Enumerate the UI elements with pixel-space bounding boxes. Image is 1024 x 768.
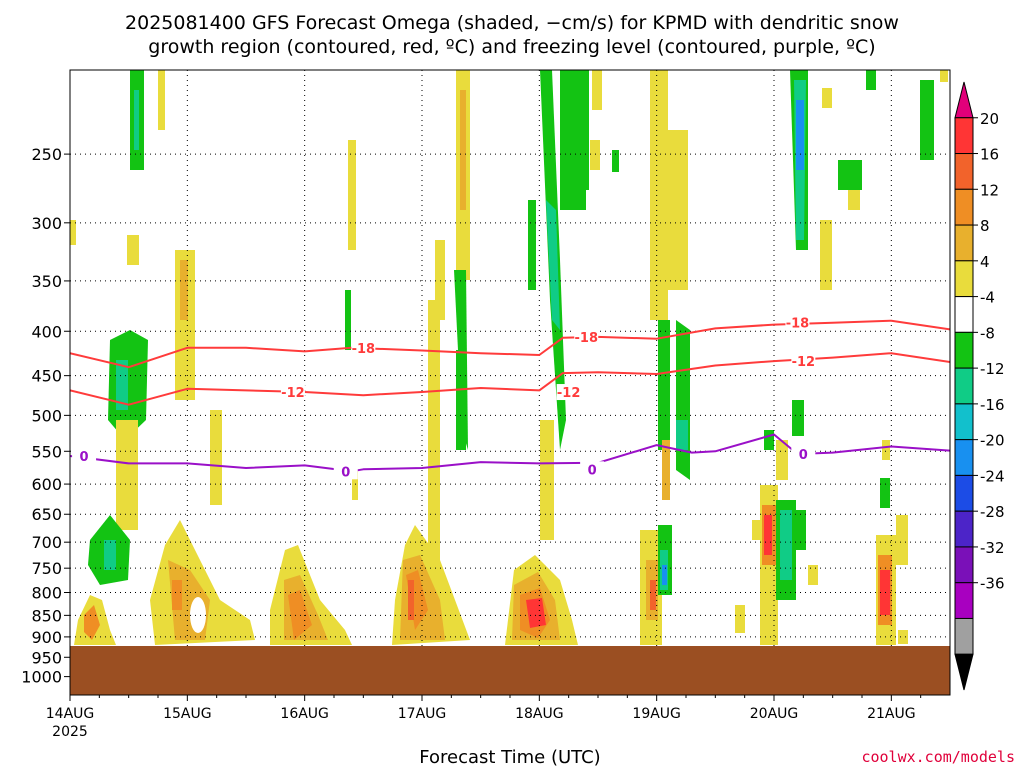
contour-label: 0	[799, 448, 808, 463]
x-tick-label: 17AUG	[398, 706, 447, 722]
colorbar-label: 8	[980, 217, 990, 235]
contour-label-bg	[791, 353, 816, 370]
contour-label-bg	[556, 384, 581, 401]
colorbar-label: -4	[980, 289, 995, 307]
y-tick-label: 1000	[21, 668, 62, 687]
y-tick-label: 450	[31, 367, 62, 386]
chart-title-line-2: growth region (contoured, red, ºC) and f…	[148, 36, 875, 58]
colorbar-label: -16	[980, 396, 1005, 414]
x-axis: 14AUG 15AUG 16AUG 17AUG 18AUG 19AUG 20AUG 21AUG	[46, 695, 922, 722]
colorbar-label: 4	[980, 253, 990, 271]
colorbar-swatch	[954, 582, 974, 619]
contour-label-bg	[785, 314, 810, 331]
omega-shading-layer	[70, 70, 948, 645]
colorbar-swatch	[954, 474, 974, 512]
colorbar-swatch	[954, 188, 974, 226]
x-tick-label: 19AUG	[632, 706, 681, 722]
y-tick-label: 700	[31, 533, 62, 552]
y-tick-label: 350	[31, 272, 62, 291]
credit-label: coolwx.com/models	[861, 748, 1015, 766]
y-tick-label: 850	[31, 606, 62, 625]
contour-label: -18	[786, 317, 810, 332]
colorbar-swatch	[954, 546, 974, 584]
colorbar-label: 20	[980, 110, 999, 128]
x-tick-label: 21AUG	[867, 706, 916, 722]
contour-layer: -18 -18 -18 -12 -12 -12 0 0 0 0	[70, 314, 950, 480]
y-tick-label: 250	[31, 145, 62, 164]
contour-label: 0	[341, 465, 350, 480]
colorbar-label: -8	[980, 324, 995, 342]
x-tick-label: 18AUG	[515, 706, 564, 722]
colorbar-label: -28	[980, 503, 1005, 521]
y-axis: 250 300 350 400 450 500 550 600 650 700 750 800 850 9…	[21, 145, 70, 687]
colorbar-top-triangle	[954, 81, 974, 119]
x-tick-label: 14AUG	[46, 706, 95, 722]
colorbar-swatch	[954, 260, 974, 298]
colorbar-label: -32	[980, 539, 1005, 557]
colorbar-swatch	[954, 153, 974, 190]
colorbar-swatch	[954, 439, 974, 476]
colorbar-swatch	[954, 617, 974, 655]
y-tick-label: 900	[31, 628, 62, 647]
colorbar: 20 16 12 8 4 -4 -8 -12 -16 -20 -24 -28 -32 -36	[954, 81, 1005, 691]
x-tick-label: 16AUG	[280, 706, 329, 722]
contour-label: -12	[557, 386, 581, 401]
y-tick-label: 400	[31, 322, 62, 341]
gridlines	[69, 70, 950, 695]
y-tick-label: 800	[31, 584, 62, 603]
contour-temperature--18	[70, 319, 950, 369]
y-tick-label: 500	[31, 406, 62, 425]
contour-label: -12	[281, 386, 305, 401]
contour-label: -18	[352, 342, 376, 357]
colorbar-swatch	[954, 403, 974, 441]
y-tick-label: 600	[31, 475, 62, 494]
y-tick-label: 300	[31, 214, 62, 233]
contour-label: -12	[792, 355, 816, 370]
colorbar-swatch	[954, 296, 974, 333]
colorbar-label: 16	[980, 146, 999, 164]
contour-label-bg	[791, 446, 816, 463]
colorbar-label: 12	[980, 181, 999, 199]
contour-label: 0	[588, 463, 597, 478]
contour-label-bg	[72, 448, 97, 465]
terrain-block	[70, 646, 950, 695]
x-axis-label: Forecast Time (UTC)	[419, 747, 600, 768]
contour-label: -18	[575, 331, 599, 346]
contour-label-bg	[351, 339, 376, 356]
x-tick-label: 15AUG	[163, 706, 212, 722]
colorbar-swatch	[954, 117, 974, 155]
y-tick-label: 950	[31, 648, 62, 667]
x-tick-label: 20AUG	[750, 706, 799, 722]
contour-label-bg	[280, 384, 305, 401]
contour-label-bg	[574, 328, 599, 345]
y-tick-label: 650	[31, 505, 62, 524]
contour-label-bg	[580, 461, 605, 478]
contour-label: 0	[80, 450, 89, 465]
colorbar-label: -24	[980, 467, 1005, 485]
x-year-label: 2025	[52, 724, 88, 740]
y-tick-label: 550	[31, 442, 62, 461]
chart-title-line-1: 2025081400 GFS Forecast Omega (shaded, −…	[125, 12, 899, 34]
colorbar-swatch	[954, 331, 974, 369]
colorbar-swatch	[954, 510, 974, 548]
colorbar-bottom-triangle	[954, 653, 974, 691]
colorbar-swatch	[954, 224, 974, 262]
y-tick-label: 750	[31, 559, 62, 578]
contour-label-bg	[333, 463, 358, 480]
colorbar-label: -20	[980, 432, 1005, 450]
colorbar-swatch	[954, 367, 974, 405]
colorbar-label: -12	[980, 360, 1005, 378]
contour-temperature--12	[70, 352, 950, 406]
contour-temperature-0	[70, 433, 950, 473]
colorbar-label: -36	[980, 575, 1005, 593]
